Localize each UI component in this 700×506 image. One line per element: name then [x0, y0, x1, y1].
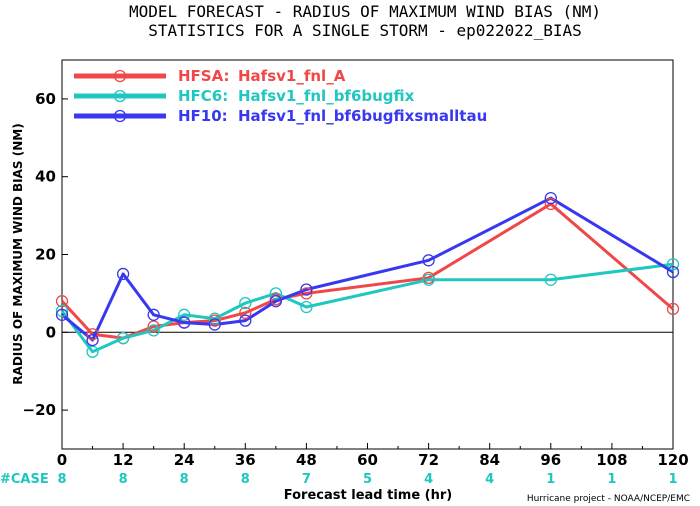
x-tick-label: 96	[540, 451, 561, 469]
legend-swatch-marker	[113, 69, 127, 83]
legend-series-name: HFSA:	[178, 67, 230, 85]
axis-ticks: 0 12 24 36 48 60 72 84 96 108 120 −20 0 20 40 60	[23, 90, 689, 469]
data-point	[269, 295, 283, 308]
case-count: 1	[546, 472, 555, 487]
x-tick-label: 108	[596, 451, 627, 469]
data-point	[300, 287, 313, 300]
data-point	[55, 308, 69, 321]
data-point	[116, 267, 130, 281]
case-label: #CASE	[0, 472, 49, 487]
legend-swatch-marker	[113, 89, 127, 103]
data-point	[178, 308, 191, 321]
series-line	[60, 202, 674, 340]
credit-text: Hurricane project - NOAA/NCEP/EMC	[527, 494, 690, 504]
data-point	[208, 312, 221, 325]
data-point	[239, 306, 252, 320]
data-point	[666, 265, 680, 279]
case-count: 8	[119, 472, 128, 487]
legend-series-name: HF10:	[178, 107, 228, 125]
x-tick-label: 48	[296, 451, 317, 469]
data-point	[422, 273, 435, 286]
case-count: 1	[607, 472, 616, 487]
x-tick-label: 12	[113, 451, 134, 469]
case-count: 4	[485, 472, 494, 487]
x-tick-label: 60	[357, 451, 378, 469]
chart-subtitle: STATISTICS FOR A SINGLE STORM - ep022022…	[148, 21, 581, 40]
legend-series-desc: Hafsv1_fnl_bf6bugfix	[238, 87, 415, 105]
case-count: 7	[302, 472, 311, 487]
case-count: 8	[57, 472, 66, 487]
data-point	[239, 296, 252, 310]
legend-series-desc: Hafsv1_fnl_bf6bugfixsmalltau	[238, 107, 487, 125]
legend-series-desc: Hafsv1_fnl_A	[238, 67, 346, 85]
data-point	[86, 333, 99, 347]
y-tick-label: 0	[46, 323, 56, 341]
x-tick-label: 84	[479, 451, 500, 469]
data-point	[666, 258, 680, 271]
case-count: 5	[363, 472, 372, 487]
legend: HFSA: Hafsv1_fnl_A HFC6: Hafsv1_fnl_bf6bugf…	[74, 67, 487, 125]
data-point	[300, 283, 313, 296]
case-count: 1	[668, 472, 677, 487]
legend-series-name: HFC6:	[178, 87, 228, 105]
case-counts: #CASE 8 8 8 8 7 5 4 4 1 1 1	[0, 472, 678, 487]
y-axis-label: RADIUS OF MAXIMUM WIND BIAS (NM)	[11, 123, 25, 384]
data-point	[422, 254, 435, 267]
data-point	[55, 295, 69, 308]
chart-title: MODEL FORECAST - RADIUS OF MAXIMUM WIND …	[129, 2, 601, 21]
data-point	[116, 331, 130, 345]
data-point	[208, 318, 221, 331]
y-tick-label: 60	[35, 90, 56, 108]
x-tick-label: 0	[57, 451, 67, 469]
data-point	[86, 345, 99, 358]
case-count: 4	[424, 472, 433, 487]
series-line	[60, 262, 674, 354]
data-point	[239, 314, 252, 327]
series-layer	[55, 191, 680, 358]
data-point	[544, 197, 557, 211]
case-count: 8	[180, 472, 189, 487]
data-point	[666, 302, 680, 316]
x-tick-label: 120	[657, 451, 688, 469]
series-line	[61, 196, 674, 342]
x-tick-label: 24	[174, 451, 195, 469]
y-tick-label: 40	[35, 168, 56, 186]
data-point	[55, 304, 69, 318]
x-axis-label: Forecast lead time (hr)	[284, 488, 452, 503]
x-tick-label: 36	[235, 451, 256, 469]
data-point	[147, 324, 160, 337]
data-point	[147, 308, 160, 321]
legend-swatch-marker	[113, 109, 127, 123]
data-point	[544, 191, 557, 205]
data-point	[178, 316, 191, 329]
data-point	[269, 287, 283, 300]
data-point	[300, 300, 313, 314]
data-point	[86, 328, 99, 341]
x-tick-label: 72	[418, 451, 439, 469]
case-count: 8	[241, 472, 250, 487]
y-tick-label: 20	[35, 246, 56, 264]
y-tick-label: −20	[23, 401, 56, 419]
data-point	[147, 320, 160, 333]
data-point	[544, 273, 557, 286]
